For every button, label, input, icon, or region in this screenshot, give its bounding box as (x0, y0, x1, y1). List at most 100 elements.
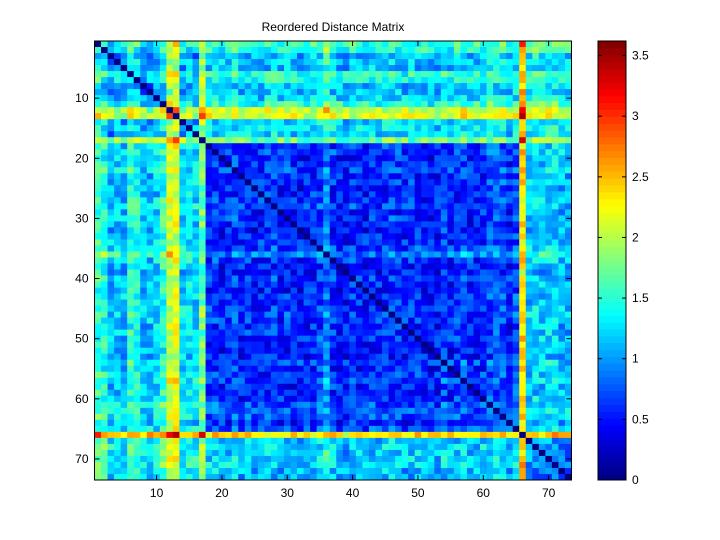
heatmap-cell (564, 89, 572, 96)
heatmap-cell (447, 377, 455, 385)
heatmap-cell (434, 107, 442, 114)
heatmap-cell (388, 383, 396, 391)
heatmap-cell (101, 179, 108, 186)
heatmap-cell (133, 245, 141, 252)
heatmap-cell (310, 341, 318, 349)
heatmap-cell (329, 329, 337, 337)
heatmap-cell (270, 263, 278, 270)
heatmap-cell (440, 197, 448, 204)
heatmap-cell (257, 437, 265, 445)
heatmap-cell (506, 191, 514, 198)
heatmap-cell (212, 353, 220, 361)
heatmap-cell (440, 317, 448, 325)
heatmap-cell (342, 215, 350, 222)
heatmap-cell (192, 365, 200, 373)
heatmap-cell (388, 419, 396, 427)
heatmap-cell (303, 65, 311, 72)
heatmap-cell (101, 119, 108, 126)
heatmap-cell (480, 173, 487, 180)
heatmap-cell (218, 305, 226, 313)
heatmap-cell (460, 143, 468, 150)
heatmap-cell (120, 383, 128, 391)
heatmap-cell (460, 329, 468, 337)
heatmap-cell (257, 173, 265, 180)
heatmap-cell (355, 179, 363, 186)
heatmap-cell (283, 425, 291, 433)
heatmap-cell (355, 359, 363, 367)
heatmap-cell (127, 323, 135, 331)
heatmap-cell (525, 347, 533, 355)
heatmap-cell (349, 341, 357, 349)
heatmap-cell (114, 71, 122, 78)
heatmap-cell (323, 221, 331, 228)
heatmap-cell (447, 179, 455, 186)
heatmap-cell (336, 347, 344, 355)
heatmap-cell (277, 191, 285, 198)
heatmap-cell (388, 257, 396, 264)
heatmap-cell (146, 443, 154, 451)
heatmap-cell (153, 137, 161, 144)
heatmap-cell (127, 227, 135, 234)
heatmap-cell (212, 413, 220, 421)
heatmap-cell (460, 287, 468, 294)
heatmap-cell (329, 209, 337, 216)
heatmap-cell (290, 233, 298, 240)
heatmap-cell (212, 233, 220, 240)
heatmap-cell (153, 77, 161, 84)
heatmap-cell (362, 317, 370, 325)
heatmap-cell (231, 119, 239, 126)
heatmap-cell (414, 149, 422, 156)
heatmap-cell (545, 323, 553, 331)
heatmap-cell (166, 215, 174, 222)
heatmap-cell (434, 59, 442, 66)
heatmap-cell (166, 197, 174, 204)
heatmap-cell (127, 185, 135, 192)
heatmap-cell (538, 347, 546, 355)
heatmap-cell (140, 251, 148, 258)
heatmap-cell (401, 251, 409, 258)
heatmap-cell (303, 245, 311, 252)
heatmap-cell (499, 221, 507, 228)
heatmap-cell (290, 239, 298, 246)
heatmap-cell (447, 347, 455, 355)
heatmap-cell (329, 119, 337, 126)
heatmap-cell (159, 275, 167, 282)
heatmap-cell (480, 383, 487, 391)
heatmap-cell (355, 437, 363, 445)
heatmap-cell (133, 323, 141, 331)
heatmap-cell (251, 239, 259, 246)
heatmap-cell (179, 389, 187, 397)
heatmap-cell (375, 413, 383, 421)
heatmap-cell (238, 437, 246, 445)
heatmap-cell (316, 65, 324, 72)
heatmap-cell (460, 113, 468, 120)
heatmap-cell (277, 125, 285, 132)
heatmap-cell (316, 137, 324, 144)
heatmap-cell (303, 59, 311, 66)
heatmap-cell (290, 41, 298, 48)
heatmap-cell (480, 317, 487, 325)
heatmap-cell (323, 245, 331, 252)
heatmap-cell (564, 173, 572, 180)
heatmap-cell (349, 293, 357, 300)
heatmap-cell (427, 437, 435, 445)
heatmap-cell (166, 257, 174, 264)
heatmap-cell (146, 65, 154, 72)
heatmap-cell (166, 65, 174, 72)
heatmap-cell (525, 287, 533, 294)
heatmap-cell (290, 155, 298, 162)
heatmap-cell (133, 341, 141, 349)
heatmap-cell (480, 233, 487, 240)
heatmap-cell (159, 89, 167, 96)
heatmap-cell (368, 419, 376, 427)
heatmap-cell (133, 419, 141, 427)
heatmap-cell (133, 311, 141, 319)
heatmap-cell (231, 239, 239, 246)
heatmap-cell (146, 221, 154, 228)
heatmap-cell (460, 383, 468, 391)
heatmap-cell (179, 407, 187, 415)
heatmap-cell (257, 269, 265, 276)
heatmap-cell (146, 137, 154, 144)
heatmap-cell (310, 101, 318, 108)
heatmap-cell (257, 155, 265, 162)
